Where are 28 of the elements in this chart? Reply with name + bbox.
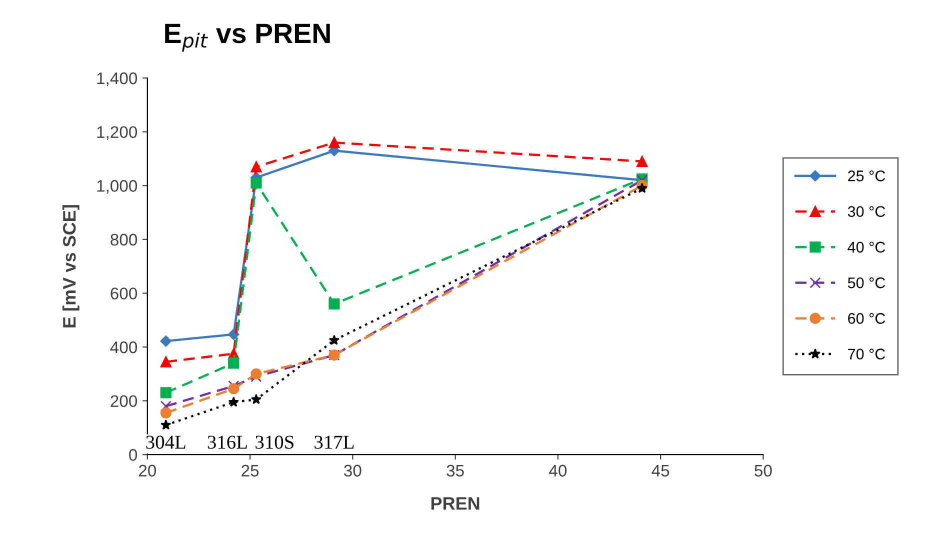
annotation: 317L bbox=[314, 436, 354, 449]
legend-label: 70 °C bbox=[848, 348, 886, 360]
x-tick-label: 20 bbox=[138, 464, 156, 477]
y-tick-label: 400 bbox=[110, 341, 138, 354]
x-tick-label: 25 bbox=[242, 464, 259, 477]
legend-label: 40 °C bbox=[848, 242, 886, 253]
annotation: 316L bbox=[208, 436, 247, 449]
x-tick-label: 35 bbox=[446, 464, 464, 477]
x-tick-label: 40 bbox=[549, 464, 567, 477]
y-tick-label: 1,400 bbox=[97, 72, 138, 86]
y-tick-label: 1,000 bbox=[97, 180, 138, 194]
y-tick-label: 0 bbox=[129, 449, 138, 461]
y-tick-label: 1,200 bbox=[97, 126, 138, 140]
x-tick-label: 45 bbox=[652, 464, 670, 477]
legend-label: 25 °C bbox=[848, 170, 886, 182]
y-tick-label: 200 bbox=[110, 395, 138, 408]
x-tick-label: 50 bbox=[754, 464, 772, 477]
annotation: 304L bbox=[146, 436, 186, 449]
annotation: 310S bbox=[256, 436, 294, 449]
y-tick-label: 600 bbox=[110, 288, 138, 300]
chart-title: E$_{pit}$ vs PREN bbox=[165, 24, 330, 52]
legend-label: 50 °C bbox=[848, 277, 886, 288]
legend-label: 30 °C bbox=[848, 206, 886, 217]
x-tick-label: 30 bbox=[344, 464, 362, 477]
y-axis-title: E [mV vs SCE] bbox=[62, 205, 80, 328]
y-tick-label: 800 bbox=[110, 234, 138, 246]
legend-label: 60 °C bbox=[848, 313, 886, 324]
x-axis-title: PREN bbox=[431, 497, 480, 510]
